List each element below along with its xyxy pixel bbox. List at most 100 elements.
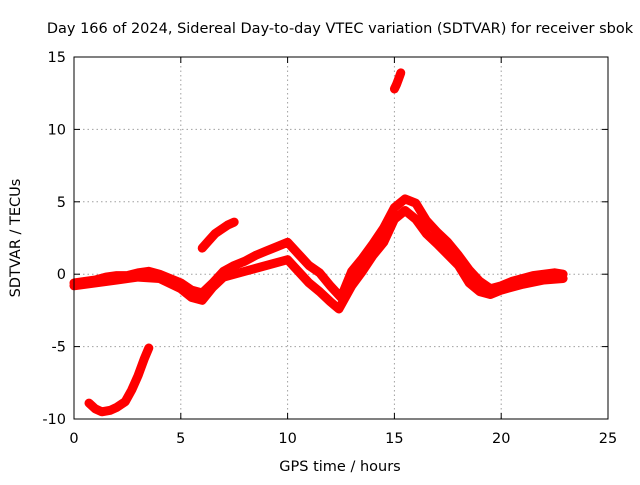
data-point xyxy=(334,304,343,313)
x-tick-label: 0 xyxy=(69,431,78,447)
data-point xyxy=(392,80,401,89)
data-point xyxy=(507,277,516,286)
data-point xyxy=(262,247,271,256)
data-point xyxy=(559,274,568,283)
data-series xyxy=(69,68,568,417)
data-point xyxy=(112,403,121,412)
data-point xyxy=(411,215,420,224)
data-point xyxy=(251,251,260,260)
data-point xyxy=(91,278,100,287)
data-point xyxy=(91,404,100,413)
axis-ticks: 0 5 10 15 20 25 -10 -5 0 5 10 15 xyxy=(42,50,617,447)
data-point xyxy=(187,286,196,295)
data-point xyxy=(401,194,410,203)
data-point xyxy=(210,229,219,238)
data-point xyxy=(198,289,207,298)
x-axis-label: GPS time / hours xyxy=(279,459,400,475)
data-point xyxy=(379,238,388,247)
data-point xyxy=(134,371,143,380)
series-main-band xyxy=(69,194,568,302)
data-point xyxy=(433,239,442,248)
data-point xyxy=(208,283,217,292)
data-point xyxy=(475,277,484,286)
data-point xyxy=(240,267,249,276)
data-point xyxy=(497,286,506,295)
data-point xyxy=(358,267,367,276)
x-tick-label: 15 xyxy=(385,431,403,447)
data-point xyxy=(198,296,207,305)
data-point xyxy=(123,271,132,280)
y-tick-label: 0 xyxy=(57,267,66,283)
data-point xyxy=(369,251,378,260)
data-point xyxy=(230,218,239,227)
data-point xyxy=(454,251,463,260)
data-point xyxy=(337,293,345,302)
y-tick-label: 10 xyxy=(48,122,66,138)
series-segment-morning-band xyxy=(84,343,154,417)
data-point xyxy=(401,206,410,215)
data-point xyxy=(84,399,93,408)
data-point xyxy=(315,287,324,296)
data-point xyxy=(486,290,495,299)
y-axis-label: SDTVAR / TECUs xyxy=(8,179,24,298)
data-point xyxy=(198,244,207,253)
data-point xyxy=(326,281,335,290)
data-point xyxy=(326,297,335,306)
data-point xyxy=(155,274,164,283)
grid-lines xyxy=(74,57,608,419)
x-tick-label: 10 xyxy=(278,431,296,447)
data-point xyxy=(223,220,232,229)
data-point xyxy=(465,265,474,274)
data-point xyxy=(518,280,527,289)
data-point xyxy=(134,273,143,282)
data-point xyxy=(176,284,185,293)
data-point xyxy=(379,223,388,232)
data-point xyxy=(539,275,548,284)
data-point xyxy=(369,239,378,248)
y-tick-label: -5 xyxy=(52,340,66,356)
chart-title: Day 166 of 2024, Sidereal Day-to-day VTE… xyxy=(47,21,634,37)
series-segment-arc-band xyxy=(197,217,239,253)
data-point xyxy=(219,273,228,282)
data-point xyxy=(529,271,538,280)
data-point xyxy=(411,199,420,208)
data-point xyxy=(166,274,175,283)
data-point xyxy=(283,255,292,264)
x-tick-label: 20 xyxy=(492,431,510,447)
data-point xyxy=(550,268,559,277)
data-point xyxy=(443,238,452,247)
data-point xyxy=(315,268,324,277)
data-point xyxy=(304,261,313,270)
data-point xyxy=(112,275,121,284)
data-point xyxy=(144,267,153,276)
data-point xyxy=(144,344,153,353)
data-point xyxy=(394,74,403,83)
data-point xyxy=(240,257,249,266)
data-point xyxy=(347,267,356,276)
data-point xyxy=(97,407,106,416)
data-point xyxy=(422,216,431,225)
data-point xyxy=(433,228,442,237)
data-point xyxy=(358,254,367,263)
plot-frame xyxy=(73,56,609,420)
data-point xyxy=(80,277,89,286)
data-point xyxy=(140,354,149,363)
data-point xyxy=(347,281,356,290)
y-tick-label: 15 xyxy=(48,50,66,66)
data-point xyxy=(396,68,405,77)
data-point xyxy=(304,278,313,287)
data-point xyxy=(106,406,115,415)
data-point xyxy=(187,293,196,302)
data-point xyxy=(475,287,484,296)
y-tick-label: 5 xyxy=(57,195,66,211)
data-point xyxy=(294,267,303,276)
series-segment-spike-band xyxy=(389,68,406,94)
data-point xyxy=(102,273,111,282)
data-point xyxy=(230,261,239,270)
data-point xyxy=(217,225,226,234)
x-tick-label: 5 xyxy=(176,431,185,447)
data-point xyxy=(262,261,271,270)
x-tick-label: 25 xyxy=(599,431,617,447)
